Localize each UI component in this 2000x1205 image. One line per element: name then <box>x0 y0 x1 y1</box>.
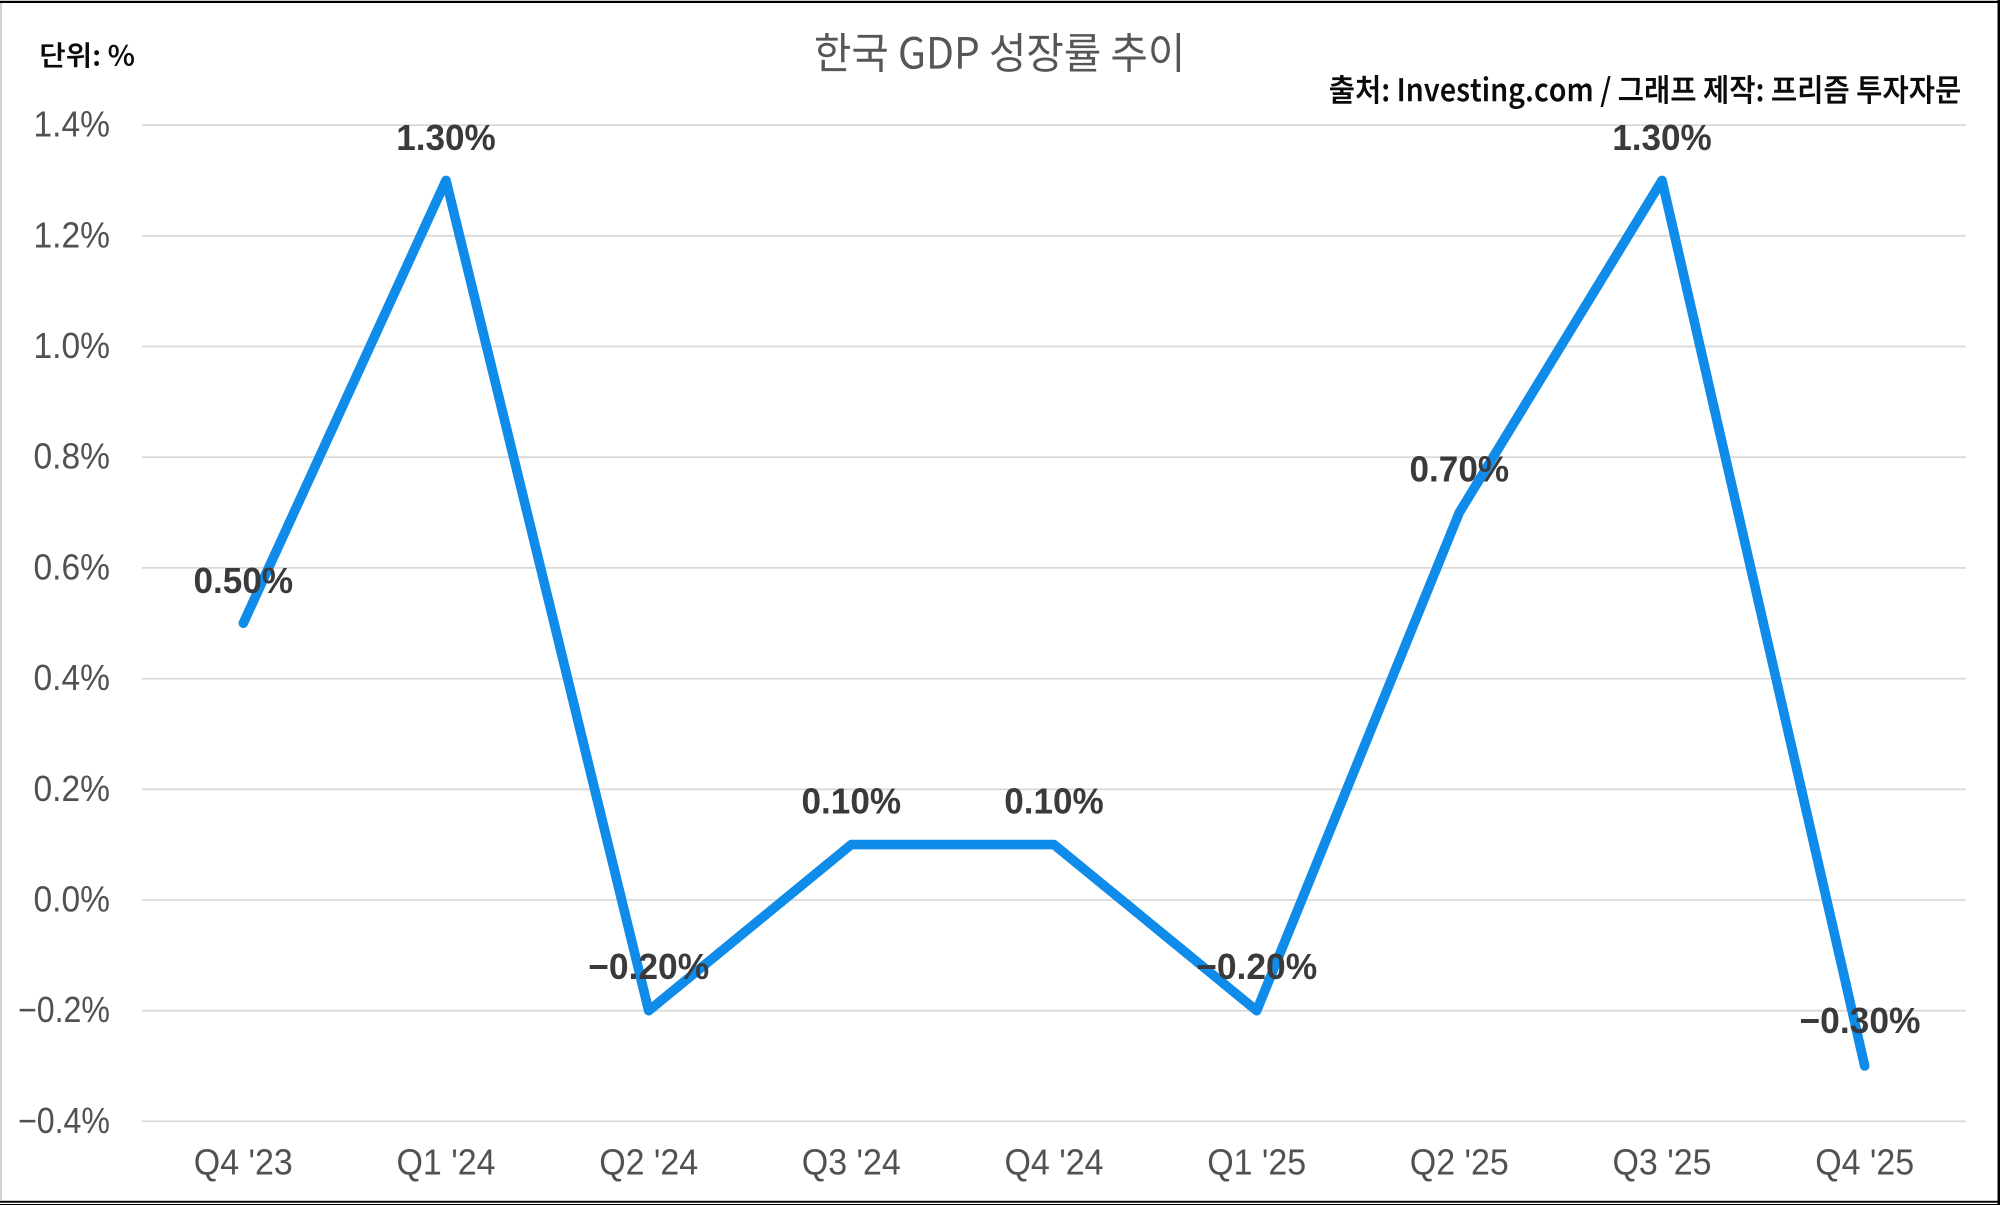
svg-text:1.30%: 1.30% <box>396 117 496 158</box>
svg-text:1.2%: 1.2% <box>34 214 111 255</box>
svg-text:Q3 '25: Q3 '25 <box>1613 1142 1712 1183</box>
svg-text:Q1 '25: Q1 '25 <box>1207 1142 1306 1183</box>
svg-text:Q4 '23: Q4 '23 <box>194 1142 293 1183</box>
svg-text:Q2 '25: Q2 '25 <box>1410 1142 1509 1183</box>
svg-text:1.4%: 1.4% <box>34 104 111 145</box>
svg-text:0.4%: 0.4% <box>34 657 111 698</box>
svg-text:1.30%: 1.30% <box>1612 117 1712 158</box>
svg-text:Q4 '24: Q4 '24 <box>1005 1142 1104 1183</box>
svg-text:0.6%: 0.6% <box>34 546 111 587</box>
svg-text:0.10%: 0.10% <box>802 781 902 822</box>
svg-text:−0.30%: −0.30% <box>1800 1000 1921 1041</box>
svg-text:0.70%: 0.70% <box>1410 449 1510 490</box>
svg-text:−0.2%: −0.2% <box>18 989 110 1030</box>
svg-text:−0.20%: −0.20% <box>1196 946 1317 987</box>
svg-text:Q2 '24: Q2 '24 <box>599 1142 698 1183</box>
svg-text:−0.4%: −0.4% <box>18 1100 110 1141</box>
svg-text:−0.20%: −0.20% <box>588 946 709 987</box>
svg-text:0.10%: 0.10% <box>1004 781 1104 822</box>
svg-text:1.0%: 1.0% <box>34 325 111 366</box>
svg-text:Q4 '25: Q4 '25 <box>1815 1142 1914 1183</box>
svg-text:0.8%: 0.8% <box>34 436 111 477</box>
svg-text:Q3 '24: Q3 '24 <box>802 1142 901 1183</box>
svg-text:0.50%: 0.50% <box>194 560 294 601</box>
svg-text:Q1 '24: Q1 '24 <box>397 1142 496 1183</box>
svg-text:0.2%: 0.2% <box>34 768 111 809</box>
svg-text:0.0%: 0.0% <box>34 879 111 920</box>
